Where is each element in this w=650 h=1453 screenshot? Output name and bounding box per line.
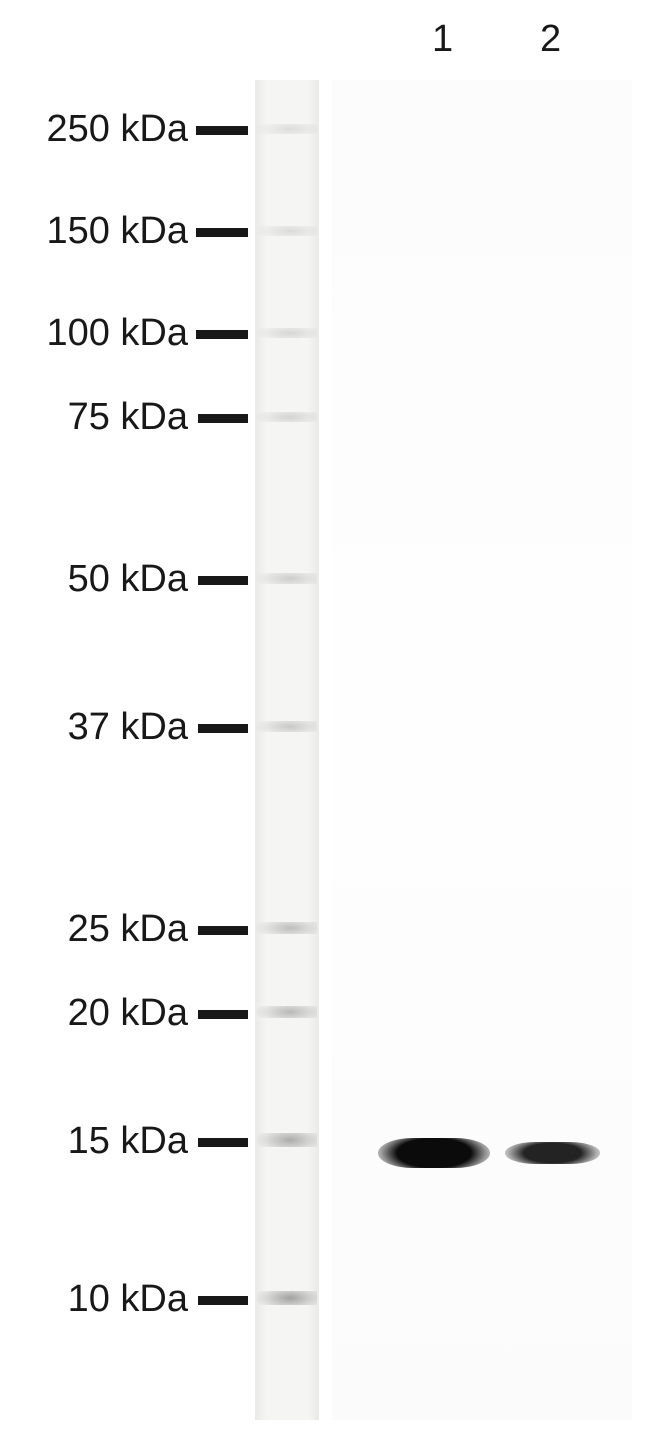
marker-label-37: 37 kDa — [28, 706, 188, 749]
marker-label-25: 25 kDa — [28, 908, 188, 951]
blot-band-lane2 — [505, 1142, 600, 1164]
ladder-band-37 — [257, 721, 317, 732]
ladder-band-10 — [257, 1291, 317, 1305]
marker-tick-10 — [198, 1296, 248, 1305]
marker-tick-15 — [198, 1138, 248, 1147]
marker-label-250: 250 kDa — [28, 108, 188, 151]
western-blot-figure: 1 2 250 kDa 150 kDa 100 kDa 75 kDa 50 kD… — [0, 0, 650, 1453]
marker-tick-20 — [198, 1010, 248, 1019]
ladder-band-20 — [257, 1006, 317, 1018]
lane-header-2: 2 — [540, 18, 561, 61]
marker-tick-75 — [198, 414, 248, 423]
marker-tick-50 — [198, 576, 248, 585]
marker-tick-150 — [196, 228, 248, 237]
marker-tick-37 — [198, 724, 248, 733]
marker-label-50: 50 kDa — [28, 558, 188, 601]
marker-tick-250 — [196, 126, 248, 135]
lane-header-1: 1 — [432, 18, 453, 61]
marker-label-10: 10 kDa — [28, 1278, 188, 1321]
ladder-band-75 — [257, 412, 317, 422]
blot-band-lane1 — [378, 1138, 490, 1168]
marker-label-150: 150 kDa — [28, 210, 188, 253]
marker-tick-100 — [196, 330, 248, 339]
marker-tick-25 — [198, 926, 248, 935]
marker-label-100: 100 kDa — [28, 312, 188, 355]
marker-label-75: 75 kDa — [28, 396, 188, 439]
ladder-lane — [255, 80, 319, 1420]
marker-label-15: 15 kDa — [28, 1120, 188, 1163]
ladder-band-250 — [257, 124, 317, 134]
marker-label-20: 20 kDa — [28, 992, 188, 1035]
ladder-band-100 — [257, 328, 317, 338]
ladder-band-50 — [257, 573, 317, 584]
ladder-band-150 — [257, 226, 317, 236]
ladder-band-25 — [257, 922, 317, 934]
blot-membrane — [332, 80, 632, 1420]
ladder-band-15 — [257, 1133, 317, 1147]
